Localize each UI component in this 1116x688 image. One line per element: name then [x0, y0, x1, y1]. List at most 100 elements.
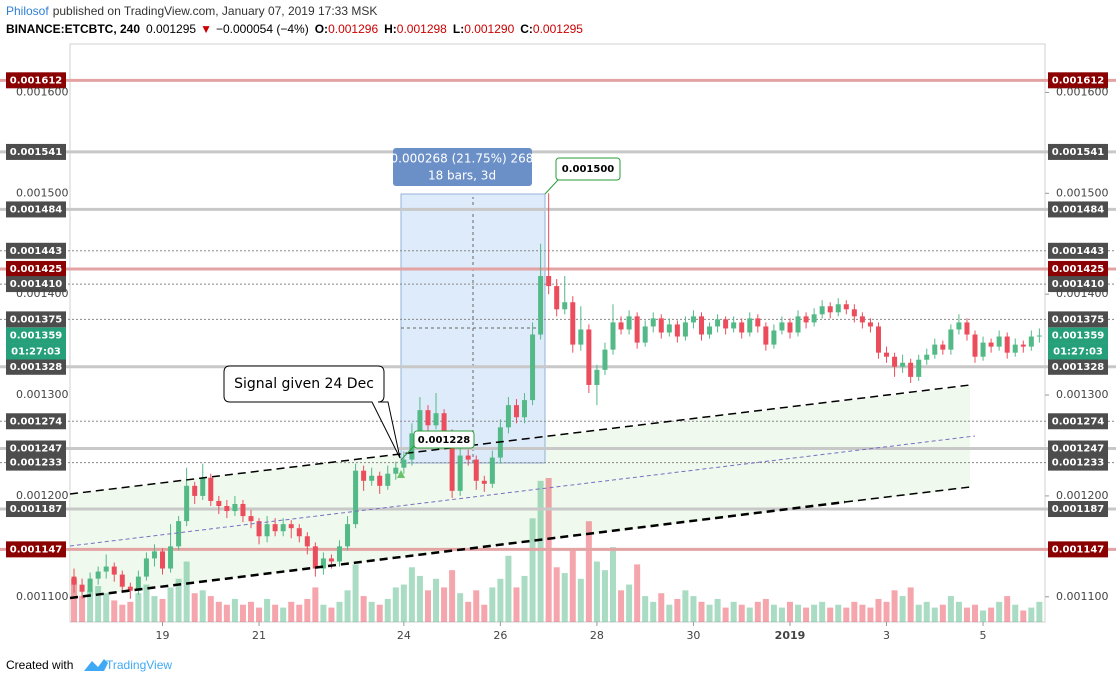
volume-bar	[899, 596, 906, 622]
volume-bar	[883, 601, 890, 622]
candle-body	[119, 574, 125, 587]
candle-body	[682, 322, 688, 337]
level-box	[6, 501, 66, 518]
volume-bar	[1004, 596, 1011, 622]
level-box	[1048, 358, 1108, 375]
candle-body	[554, 286, 560, 310]
candle-body	[377, 475, 383, 486]
candle-body	[160, 551, 166, 569]
level-box	[6, 358, 66, 375]
candle-body	[200, 477, 206, 496]
candle-body	[135, 576, 141, 591]
level-box	[6, 260, 66, 277]
level-label: 0.001410	[10, 279, 63, 290]
volume-bar	[803, 607, 810, 622]
level-box	[6, 454, 66, 471]
x-tick-label: 24	[397, 629, 411, 642]
signal-callout	[223, 365, 401, 459]
candle-body	[489, 457, 495, 484]
candle-body	[409, 433, 415, 460]
published: published on TradingView.com, January 07…	[53, 4, 378, 18]
volume-bar	[449, 570, 456, 622]
volume-bar	[682, 590, 689, 622]
level-box	[1048, 72, 1108, 89]
level-label: 0.001247	[10, 443, 63, 454]
measure-box	[393, 148, 532, 186]
volume-bar	[481, 604, 488, 622]
author[interactable]: Philosof	[6, 4, 49, 18]
volume-bar	[360, 596, 367, 622]
candle-body	[658, 318, 664, 333]
candle-body	[433, 413, 439, 426]
candle-body	[867, 322, 873, 327]
volume-bar	[891, 590, 898, 622]
volume-bar	[489, 587, 496, 622]
level-box	[6, 413, 66, 430]
volume-bar	[835, 604, 842, 622]
candle-body	[216, 500, 222, 506]
level-label: 0.001484	[1052, 204, 1105, 215]
candle-body	[956, 322, 962, 330]
volume-bar	[441, 587, 448, 622]
volume-bar	[272, 604, 279, 622]
level-label: 0.001274	[10, 416, 63, 427]
volume-bar	[239, 604, 246, 622]
level-box	[1048, 501, 1108, 518]
y-tick-label: 0.001500	[1056, 186, 1109, 199]
candle-body	[425, 410, 431, 426]
candle-body	[747, 318, 753, 333]
candle-body	[1036, 335, 1042, 337]
volume-bar	[175, 578, 182, 622]
candle-body	[208, 477, 214, 501]
volume-bar	[915, 604, 922, 622]
candle-body	[932, 344, 938, 355]
volume-bar	[183, 561, 190, 622]
y-tick-label: 0.001400	[1056, 287, 1109, 300]
volume-bar	[778, 607, 785, 622]
candle-body	[819, 306, 825, 315]
level-label: 0.001443	[1052, 246, 1105, 257]
volume-bar	[642, 596, 649, 622]
symbol: BINANCE:ETCBTC, 240	[6, 22, 140, 36]
candle-body	[940, 344, 946, 350]
candle-body	[900, 362, 906, 367]
brand[interactable]: TradingView	[106, 658, 172, 672]
level-box	[1048, 541, 1108, 558]
volume-bar	[167, 587, 174, 622]
level-label: 0.001612	[1052, 75, 1105, 86]
level-label: 0.001147	[1052, 544, 1105, 555]
y-tick-label: 0.001300	[16, 388, 69, 401]
volume-bar	[569, 550, 576, 622]
volume-bar	[867, 607, 874, 622]
candle-body	[320, 558, 326, 569]
volume-bar	[875, 598, 882, 622]
x-tick-label: 2019	[775, 629, 806, 642]
x-tick-label: 30	[686, 629, 700, 642]
candle-body	[168, 546, 174, 569]
change: −0.000054 (−4%)	[216, 22, 309, 36]
x-tick-label: 3	[883, 629, 890, 642]
candle-body	[95, 571, 101, 579]
candle-body	[924, 354, 930, 360]
volume-bar	[191, 593, 198, 622]
candle-body	[353, 470, 359, 525]
brand-logo	[84, 659, 108, 671]
volume-bar	[746, 607, 753, 622]
y-tick-label: 0.001100	[16, 590, 69, 603]
level-box	[6, 242, 66, 259]
volume-bar	[207, 596, 214, 622]
candle-body	[393, 467, 399, 474]
volume-bar	[1028, 607, 1035, 622]
level-box	[1048, 260, 1108, 277]
volume-bar	[577, 578, 584, 622]
candle-body	[280, 524, 286, 532]
trend-line	[69, 500, 846, 600]
entry-label: 0.001228	[418, 435, 471, 446]
volume-bar	[408, 567, 415, 622]
signal-arrow	[397, 470, 405, 478]
level-box	[6, 201, 66, 218]
candle-body	[401, 459, 407, 468]
volume-bar	[827, 607, 834, 622]
candle-body	[546, 276, 552, 287]
